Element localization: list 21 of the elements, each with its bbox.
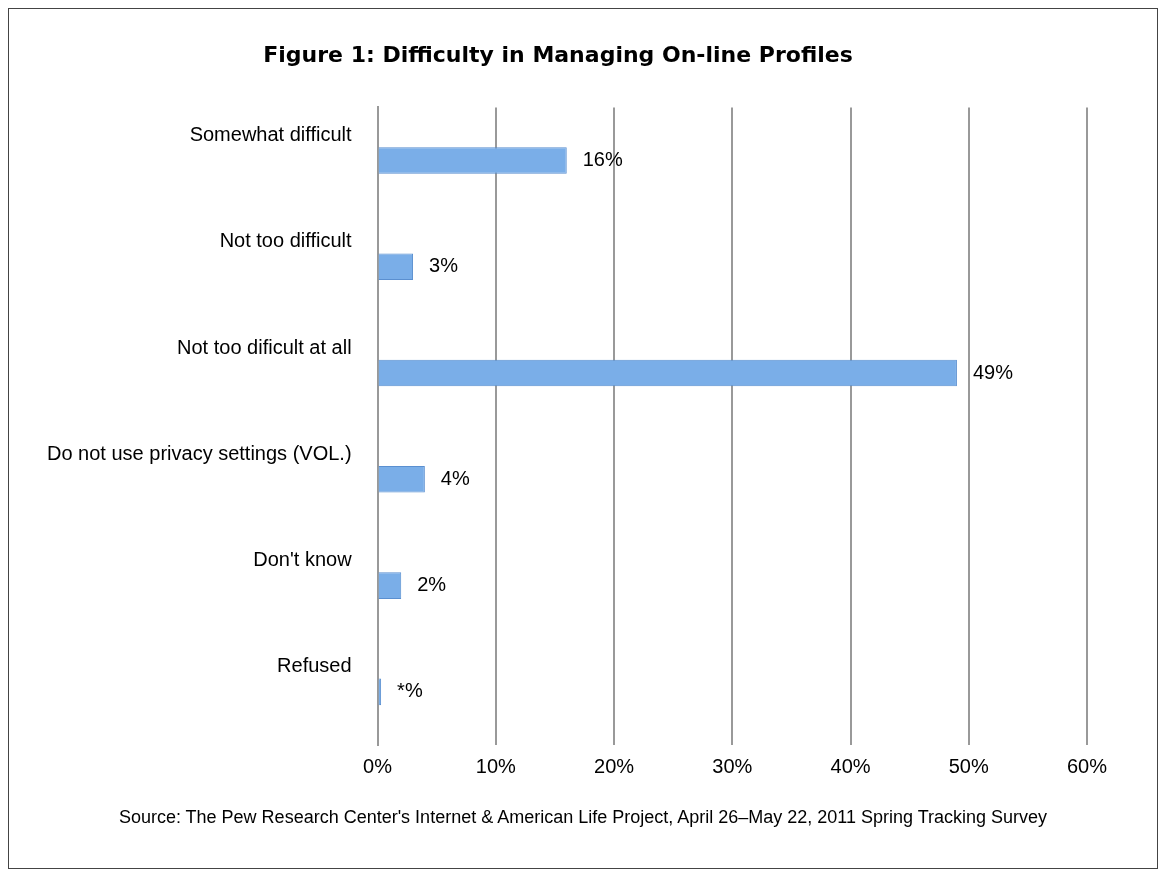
x-tick-label: 0% <box>363 754 393 777</box>
y-tick-label: Refused <box>277 654 352 677</box>
data-label: *% <box>397 679 423 702</box>
data-label: 2% <box>417 573 447 596</box>
y-tick-label: Don't know <box>253 548 353 571</box>
data-label: 16% <box>582 148 623 171</box>
y-tick-label: Not too dificult at all <box>177 335 352 358</box>
x-tick-label: 60% <box>1066 754 1108 777</box>
data-label: 3% <box>429 254 459 277</box>
x-tick-label: 30% <box>712 754 753 777</box>
x-tick-label: 20% <box>594 754 635 777</box>
data-label: 49% <box>972 360 1014 383</box>
source-note: Source: The Pew Research Center's Internet & American Life Project, April 26–May 22, 2011 Spring Tracking Survey <box>117 806 1049 829</box>
y-tick-label: Do not use privacy settings (VOL.) <box>46 441 352 464</box>
y-tick-label: Somewhat difficult <box>189 123 353 146</box>
chart-title: Figure 1: Difficulty in Managing On-line Profiles <box>263 41 853 67</box>
data-label: 4% <box>440 466 470 489</box>
x-tick-label: 10% <box>475 754 517 777</box>
y-tick-label: Not too difficult <box>219 229 352 252</box>
x-tick-label: 50% <box>948 754 989 777</box>
x-tick-label: 40% <box>830 754 871 777</box>
